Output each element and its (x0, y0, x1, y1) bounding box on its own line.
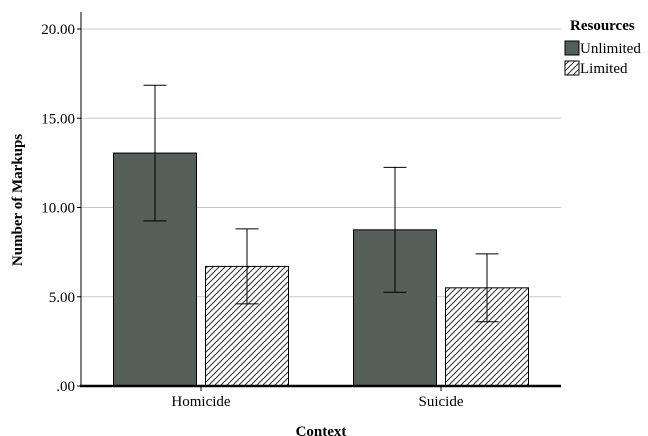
legend-label-limited: Limited (580, 61, 628, 77)
x-axis-categories: Homicide Suicide (171, 386, 464, 410)
error-bars (143, 84, 499, 323)
y-tick-label: 5.00 (49, 290, 75, 306)
y-axis-ticks: .00 5.00 10.00 15.00 20.00 (41, 22, 81, 395)
legend-label-unlimited: Unlimited (580, 41, 641, 57)
y-tick-label: .00 (56, 379, 75, 395)
y-tick-label: 10.00 (41, 201, 75, 217)
legend: Resources Unlimited Limited (564, 18, 641, 77)
legend-swatch-unlimited (564, 40, 580, 56)
x-axis-title: Context (296, 424, 347, 436)
bars (113, 152, 529, 387)
x-tick-label: Suicide (419, 394, 464, 410)
y-axis-title: Number of Markups (10, 134, 26, 266)
legend-title: Resources (570, 18, 635, 34)
x-tick-label: Homicide (171, 394, 230, 410)
legend-swatch-limited (564, 60, 580, 76)
y-tick-label: 15.00 (41, 111, 75, 127)
y-tick-label: 20.00 (41, 22, 75, 38)
